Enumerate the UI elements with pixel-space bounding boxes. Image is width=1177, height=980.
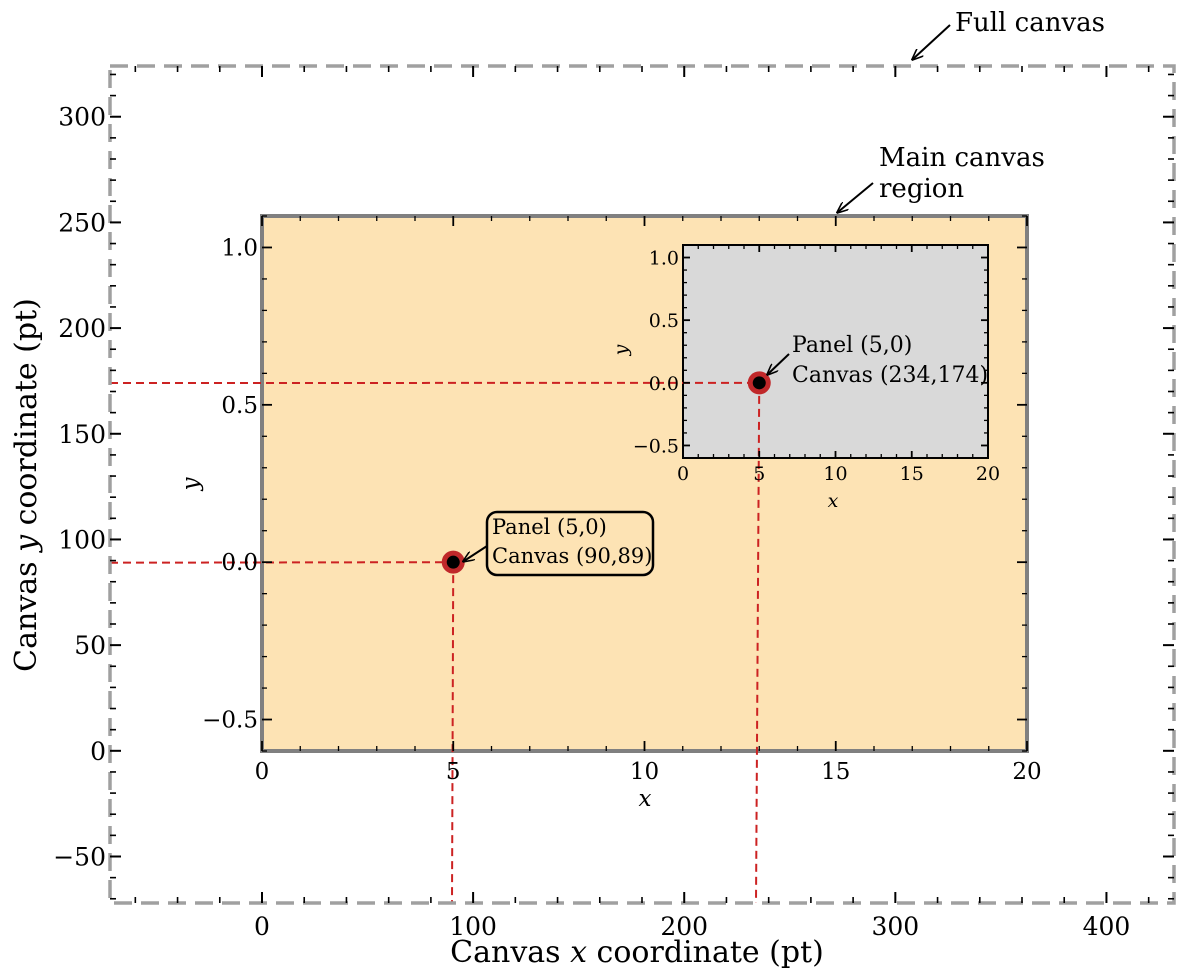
- main-callout-line1: Panel (5,0): [492, 515, 607, 539]
- outer-y-tick-label: 100: [58, 525, 106, 554]
- inset-x-axis-label: x: [828, 490, 839, 512]
- main-x-axis-label: x: [639, 786, 652, 812]
- outer-y-tick-label: −50: [53, 843, 106, 872]
- outer-x-tick-label: 300: [871, 912, 919, 941]
- inset-y-tick-label: 0.0: [649, 373, 679, 395]
- main-x-tick-label: 20: [1012, 759, 1041, 785]
- outer-y-tick-label: 150: [58, 420, 106, 449]
- main-x-tick-label: 10: [630, 759, 659, 785]
- main-horizontal-guide: [110, 562, 453, 563]
- inset-y-tick-label: 1.0: [649, 248, 679, 270]
- main-y-tick-label: 0.0: [221, 550, 258, 576]
- main-x-tick-label: 5: [446, 759, 461, 785]
- outer-x-axis-label: Canvas x coordinate (pt): [450, 935, 824, 970]
- outer-y-tick-label: 200: [58, 314, 106, 343]
- inset-callout-line2: Canvas (234,174): [792, 363, 988, 388]
- outer-y-tick-label: 250: [58, 208, 106, 237]
- inset-x-tick-label: 15: [900, 463, 924, 485]
- inset-x-tick-label: 0: [677, 463, 689, 485]
- outer-y-tick-label: 50: [74, 631, 106, 660]
- inset-callout-line1: Panel (5,0): [792, 333, 912, 358]
- full-canvas-label: Full canvas: [955, 8, 1105, 38]
- outer-x-tick-label: 0: [254, 912, 270, 941]
- outer-y-tick-label: 0: [90, 737, 106, 766]
- inset-x-tick-label: 10: [823, 463, 847, 485]
- main-y-axis-label: y: [178, 477, 204, 492]
- inset-y-axis-label: y: [610, 344, 632, 356]
- main-region-arrow: [838, 183, 873, 212]
- main-point-marker: [444, 553, 462, 571]
- main-x-tick-label: 15: [821, 759, 850, 785]
- full-canvas-arrow: [913, 25, 950, 59]
- main-region-label-line2: region: [879, 174, 964, 204]
- outer-y-axis-label: Canvas y coordinate (pt): [9, 298, 44, 672]
- outer-x-tick-label: 400: [1083, 912, 1131, 941]
- main-x-tick-label: 0: [255, 759, 270, 785]
- inset-y-tick-label: 0.5: [649, 310, 679, 332]
- inset-y-tick-label: −0.5: [633, 435, 679, 457]
- main-y-tick-label: 0.5: [221, 393, 258, 419]
- main-y-tick-label: −0.5: [202, 708, 258, 734]
- main-callout-line2: Canvas (90,89): [492, 544, 652, 568]
- inset-x-tick-label: 20: [976, 463, 1000, 485]
- inset-point-marker: [750, 374, 768, 392]
- inset-x-tick-label: 5: [753, 463, 765, 485]
- main-y-tick-label: 1.0: [221, 235, 258, 261]
- main-region-label-line1: Main canvas: [879, 143, 1045, 173]
- outer-y-tick-label: 300: [58, 103, 106, 132]
